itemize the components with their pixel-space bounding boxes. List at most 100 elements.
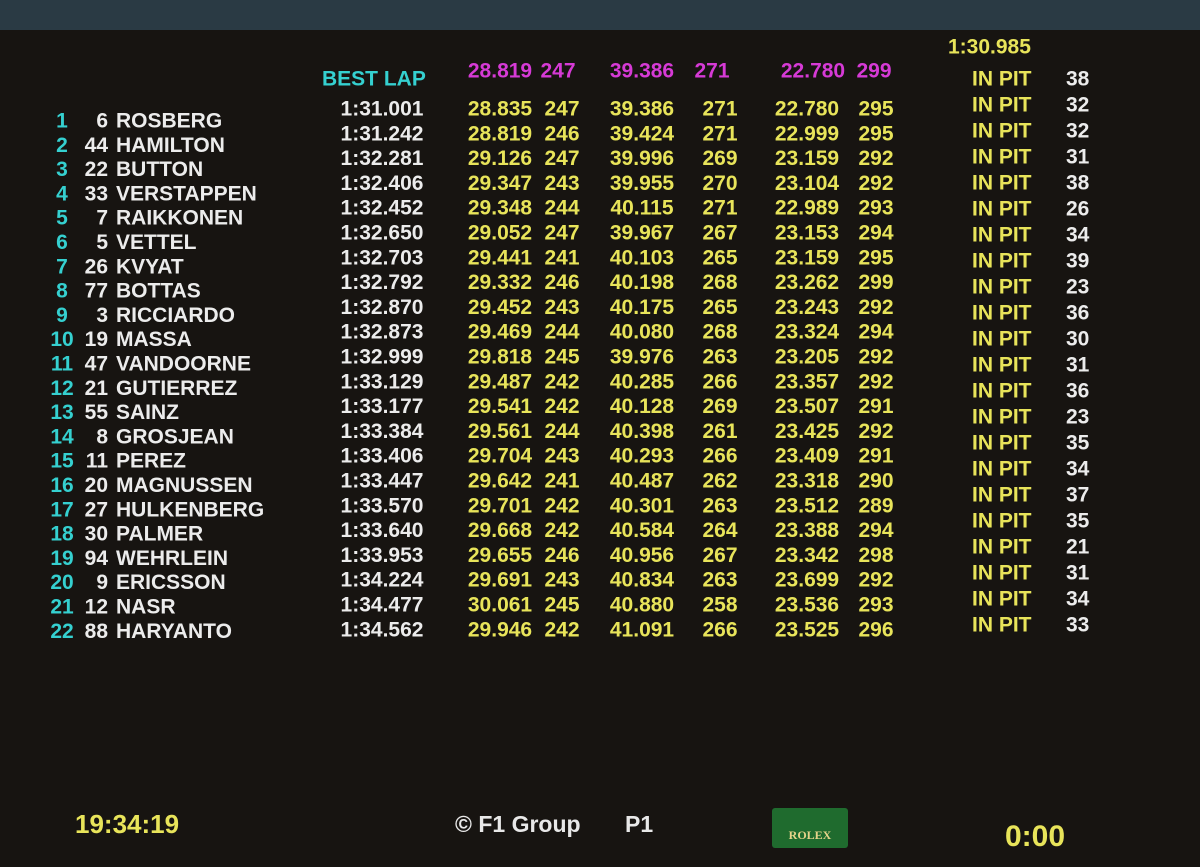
sector-3: 23.243 xyxy=(775,296,839,319)
driver: WEHRLEIN xyxy=(116,547,228,570)
lap-count: 39 xyxy=(1066,250,1089,273)
speed-1: 242 xyxy=(544,519,579,542)
driver: SAINZ xyxy=(116,401,179,424)
position: 16 xyxy=(50,474,73,497)
speed-3: 294 xyxy=(858,321,893,344)
lap-count: 35 xyxy=(1066,510,1090,533)
lap-count: 32 xyxy=(1066,120,1089,143)
driver: VERSTAPPEN xyxy=(116,182,257,205)
sector-3: 23.409 xyxy=(775,445,839,468)
speed-1: 241 xyxy=(544,470,579,493)
pit-status: IN PIT xyxy=(972,588,1032,611)
car-number: 33 xyxy=(85,182,108,205)
sector-1: 29.818 xyxy=(468,346,533,369)
lap-time: 1:32.870 xyxy=(341,296,424,319)
speed-3: 294 xyxy=(858,519,893,542)
sector-2: 39.967 xyxy=(610,222,674,245)
speed-1: 242 xyxy=(544,370,579,393)
lap-count: 31 xyxy=(1066,562,1090,585)
sector-1: 29.691 xyxy=(468,569,533,592)
pit-status: IN PIT xyxy=(972,198,1032,221)
lap-count: 31 xyxy=(1066,354,1090,377)
pit-status: IN PIT xyxy=(972,302,1032,325)
lap-count: 36 xyxy=(1066,380,1089,403)
sector-2: 40.103 xyxy=(610,246,674,269)
speed-3: 295 xyxy=(858,122,893,145)
sector-2: 40.128 xyxy=(610,395,675,418)
lap-time: 1:33.447 xyxy=(341,470,424,493)
sector-2: 39.386 xyxy=(610,98,674,121)
speed-2: 269 xyxy=(702,395,737,418)
sector-3: 23.507 xyxy=(775,395,839,418)
lap-time: 1:34.477 xyxy=(341,594,424,617)
speed-1: 242 xyxy=(544,395,579,418)
lap-time: 1:33.129 xyxy=(341,370,424,393)
lap-time: 1:31.242 xyxy=(341,122,424,145)
lap-count: 21 xyxy=(1066,536,1090,559)
sector-2: 40.301 xyxy=(610,494,675,517)
speed-2: 263 xyxy=(702,346,737,369)
car-number: 88 xyxy=(85,620,109,643)
speed-3: 292 xyxy=(858,569,893,592)
speed-1: 246 xyxy=(544,122,579,145)
sector-2: 40.115 xyxy=(610,197,673,220)
car-number: 5 xyxy=(96,231,108,254)
position: 5 xyxy=(56,207,68,230)
lap-time: 1:32.999 xyxy=(341,346,424,369)
best-sector: 22.780 xyxy=(781,60,845,83)
pit-status: IN PIT xyxy=(972,146,1032,169)
position: 13 xyxy=(50,401,73,424)
lap-count: 34 xyxy=(1066,588,1090,611)
lap-time: 1:32.406 xyxy=(341,172,424,195)
copyright: © F1 Group xyxy=(455,811,581,837)
driver: BUTTON xyxy=(116,158,203,181)
speed-2: 268 xyxy=(702,271,737,294)
pit-status: IN PIT xyxy=(972,484,1032,507)
sector-3: 22.989 xyxy=(775,197,839,220)
speed-1: 243 xyxy=(544,445,579,468)
lap-time: 1:34.562 xyxy=(341,618,424,641)
speed-1: 247 xyxy=(544,222,579,245)
speed-2: 271 xyxy=(702,122,737,145)
speed-2: 265 xyxy=(702,246,737,269)
pit-status: IN PIT xyxy=(972,68,1032,91)
sector-2: 40.956 xyxy=(610,544,674,567)
car-number: 47 xyxy=(85,353,108,376)
position: 22 xyxy=(50,620,73,643)
speed-1: 247 xyxy=(544,147,579,170)
car-number: 77 xyxy=(85,280,108,303)
pit-status: IN PIT xyxy=(972,562,1032,585)
speed-3: 295 xyxy=(858,246,893,269)
lap-count: 26 xyxy=(1066,198,1089,221)
lap-count: 34 xyxy=(1066,224,1090,247)
speed-1: 244 xyxy=(544,197,579,220)
lap-count: 34 xyxy=(1066,458,1090,481)
sector-3: 23.205 xyxy=(775,346,840,369)
speed-3: 292 xyxy=(858,370,893,393)
driver: ROSBERG xyxy=(116,110,222,133)
sector-2: 39.996 xyxy=(610,147,674,170)
sector-3: 23.153 xyxy=(775,222,839,245)
driver: GUTIERREZ xyxy=(116,377,238,400)
sector-3: 23.159 xyxy=(775,246,839,269)
sector-3: 23.536 xyxy=(775,594,839,617)
sector-1: 29.701 xyxy=(468,494,533,517)
position: 1 xyxy=(56,110,68,133)
driver: HULKENBERG xyxy=(116,498,264,521)
sector-1: 29.541 xyxy=(468,395,533,418)
best-sector: 299 xyxy=(856,60,891,83)
speed-1: 245 xyxy=(544,594,579,617)
driver: VANDOORNE xyxy=(116,353,251,376)
sponsor-badge xyxy=(772,808,848,848)
position: 4 xyxy=(56,182,68,205)
sector-1: 29.668 xyxy=(468,519,533,542)
car-number: 12 xyxy=(85,596,108,619)
lap-time: 1:34.224 xyxy=(341,569,424,592)
lap-count: 36 xyxy=(1066,302,1089,325)
sector-1: 29.347 xyxy=(468,172,532,195)
lap-time: 1:32.873 xyxy=(341,321,424,344)
pit-status: IN PIT xyxy=(972,510,1032,533)
position: 8 xyxy=(56,280,68,303)
speed-3: 295 xyxy=(858,98,893,121)
